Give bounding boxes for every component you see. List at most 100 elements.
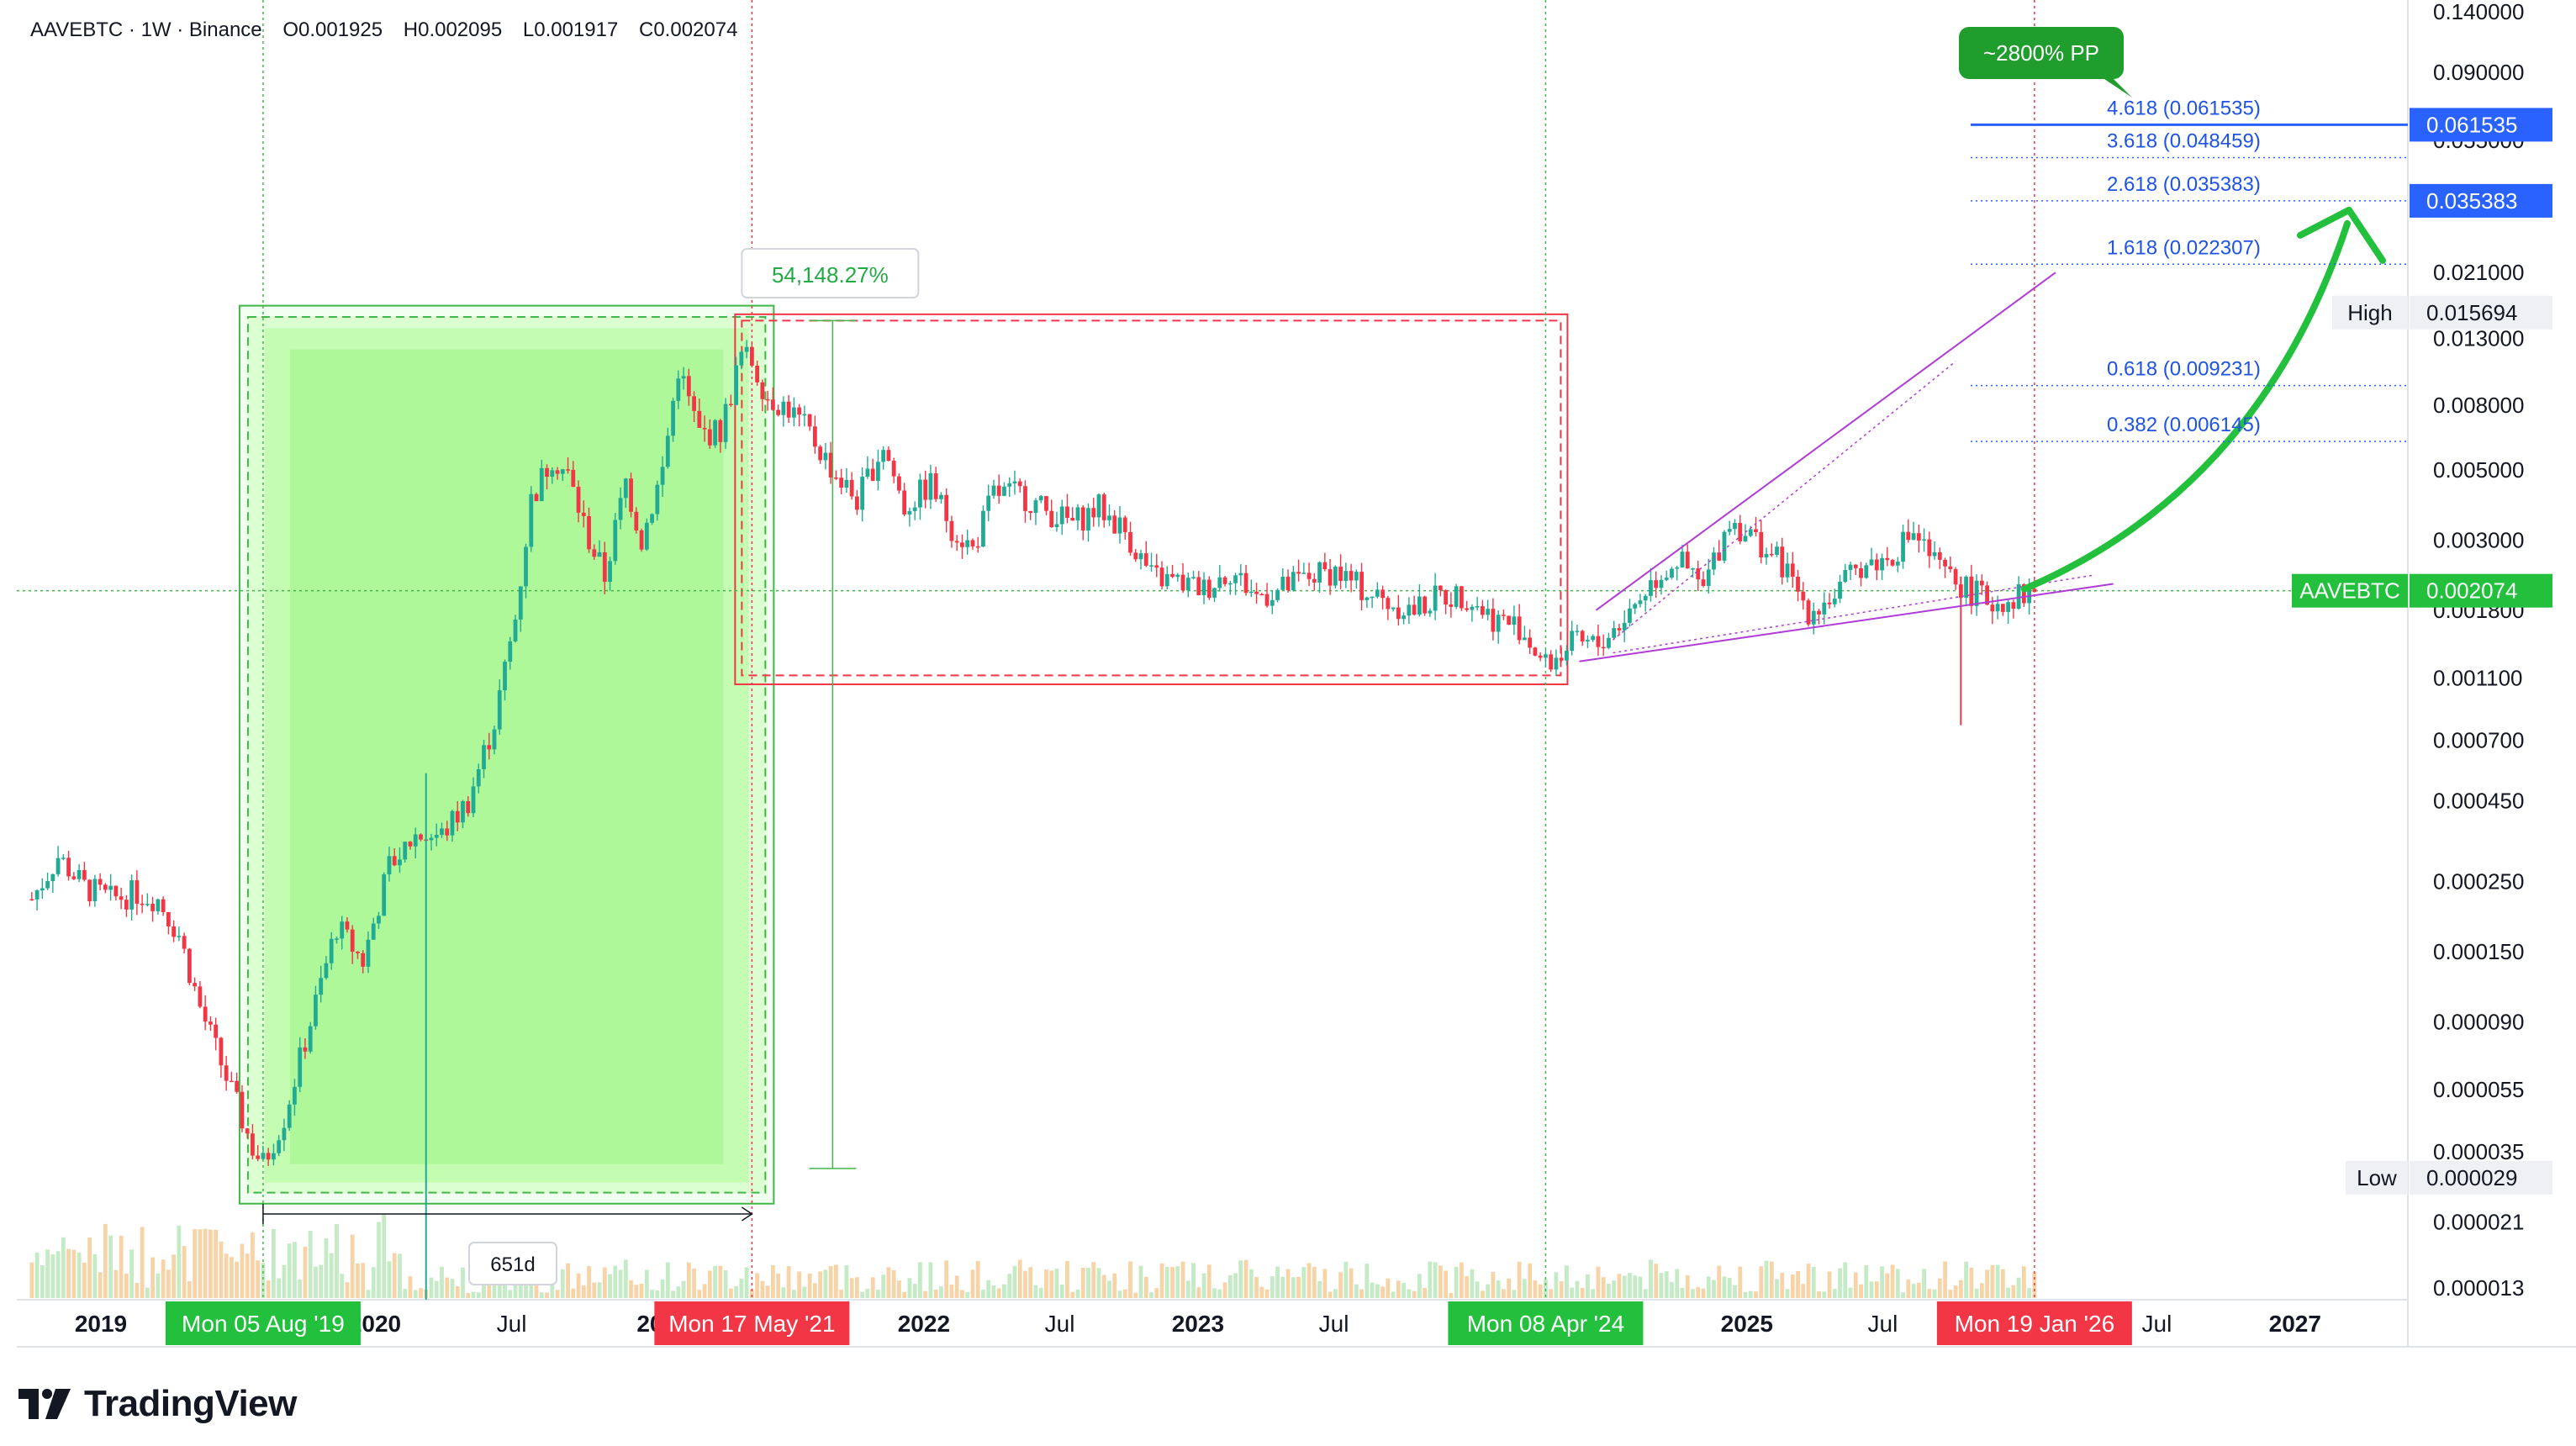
- candle-body-116: [639, 530, 644, 550]
- volume-bar-80: [450, 1279, 455, 1298]
- volume-bar-57: [329, 1253, 334, 1298]
- candle-body-340: [1817, 610, 1821, 615]
- fib-label-5: 0.382 (0.006145): [2107, 414, 2261, 436]
- volume-bar-223: [1201, 1273, 1206, 1298]
- volume-bar-0: [29, 1262, 34, 1298]
- candle-body-8: [71, 876, 77, 879]
- volume-bar-194: [1049, 1270, 1054, 1298]
- candle-body-171: [928, 473, 933, 500]
- candle-body-225: [1212, 588, 1217, 598]
- volume-bar-97: [539, 1292, 544, 1298]
- candle-body-127: [697, 410, 702, 428]
- price-axis[interactable]: 0.1400000.0900000.0550000.0350000.021000…: [2433, 0, 2524, 1301]
- volume-bar-144: [786, 1265, 791, 1298]
- volume-bar-248: [1333, 1289, 1338, 1298]
- candle-body-25: [161, 899, 166, 912]
- candle-body-331: [1769, 553, 1774, 556]
- tradingview-logo[interactable]: TradingView: [18, 1379, 297, 1429]
- volume-bar-67: [382, 1214, 387, 1298]
- volume-bar-225: [1212, 1288, 1217, 1298]
- candle-body-53: [308, 1026, 313, 1052]
- candle-body-195: [1054, 524, 1059, 528]
- volume-bar-175: [949, 1285, 954, 1298]
- volume-bar-124: [681, 1280, 686, 1298]
- candle-body-243: [1306, 573, 1312, 579]
- candle-body-353: [1885, 557, 1890, 561]
- volume-bar-6: [61, 1237, 66, 1298]
- candle-body-13: [98, 879, 103, 885]
- price-label-box-4: [2410, 1160, 2552, 1195]
- volume-bar-113: [623, 1259, 628, 1298]
- volume-bar-323: [1727, 1278, 1732, 1298]
- volume-bar-234: [1259, 1286, 1264, 1298]
- candle-body-242: [1301, 573, 1306, 574]
- candle-body-133: [728, 404, 733, 405]
- volume-bar-252: [1354, 1284, 1359, 1298]
- candle-body-305: [1633, 604, 1638, 609]
- candle-body-78: [440, 828, 444, 836]
- volume-bar-170: [923, 1290, 928, 1298]
- candle-body-143: [781, 401, 786, 415]
- volume-bar-358: [1911, 1284, 1916, 1298]
- candle-body-265: [1423, 596, 1428, 614]
- volume-bar-363: [1937, 1278, 1942, 1298]
- volume-bar-221: [1191, 1263, 1196, 1298]
- volume-bar-50: [293, 1242, 297, 1298]
- candle-body-176: [954, 541, 959, 543]
- candle-body-296: [1586, 640, 1590, 642]
- candle-body-255: [1370, 596, 1375, 599]
- volume-bar-176: [954, 1275, 959, 1298]
- candle-body-160: [870, 468, 875, 481]
- candle-body-52: [303, 1047, 308, 1052]
- volume-bar-240: [1291, 1277, 1296, 1298]
- candle-body-110: [608, 561, 612, 583]
- volume-bar-353: [1885, 1273, 1890, 1298]
- candle-body-189: [1023, 486, 1027, 511]
- volume-bar-128: [702, 1284, 707, 1298]
- ohlc-high: H0.002095: [403, 18, 503, 41]
- tradingview-logo-icon: [18, 1389, 71, 1419]
- x-highlight-label-3: Mon 19 Jan '26: [1955, 1311, 2115, 1337]
- volume-bar-243: [1306, 1263, 1312, 1298]
- symbol-title[interactable]: AAVEBTC · 1W · Binance: [30, 18, 262, 41]
- candle-body-146: [797, 407, 802, 415]
- volume-bar-380: [2027, 1288, 2032, 1298]
- volume-bar-167: [907, 1278, 912, 1298]
- candle-body-148: [807, 414, 812, 427]
- volume-bar-123: [676, 1286, 681, 1298]
- volume-bar-131: [718, 1265, 723, 1298]
- candle-body-329: [1759, 531, 1764, 558]
- volume-bar-172: [933, 1289, 938, 1298]
- wedge-lower-dotted: [1613, 574, 2093, 654]
- volume-bar-345: [1843, 1262, 1848, 1298]
- volume-bar-310: [1659, 1273, 1664, 1298]
- volume-bar-18: [124, 1273, 129, 1298]
- time-axis[interactable]: 2019 2020 Jul 20 2022 Jul 2023 Jul 2025 Jul Jul 202…: [75, 1301, 2321, 1345]
- candle-body-197: [1065, 506, 1069, 518]
- candle-body-335: [1790, 563, 1795, 577]
- volume-bar-130: [713, 1266, 717, 1298]
- candle-body-368: [1964, 576, 1968, 598]
- volume-bar-19: [129, 1249, 135, 1298]
- volume-bar-198: [1070, 1291, 1075, 1298]
- candle-body-157: [855, 496, 859, 510]
- candle-body-85: [476, 768, 481, 787]
- volume-bar-272: [1459, 1262, 1464, 1298]
- candle-body-203: [1096, 494, 1101, 518]
- candle-body-120: [660, 467, 665, 485]
- candle-body-186: [1007, 483, 1012, 487]
- candle-body-327: [1748, 529, 1753, 536]
- volume-bar-278: [1491, 1271, 1496, 1298]
- volume-bar-337: [1801, 1284, 1806, 1298]
- candle-body-273: [1465, 608, 1470, 610]
- candle-body-356: [1901, 531, 1905, 562]
- candle-body-208: [1122, 517, 1127, 532]
- volume-bar-256: [1375, 1284, 1380, 1298]
- wedge-lower-line: [1579, 583, 2114, 662]
- y-tick-11: 0.000700: [2433, 727, 2524, 752]
- candle-body-33: [203, 1006, 208, 1022]
- volume-bar-185: [1002, 1284, 1006, 1298]
- candle-body-357: [1906, 531, 1911, 541]
- candle-body-272: [1459, 586, 1464, 609]
